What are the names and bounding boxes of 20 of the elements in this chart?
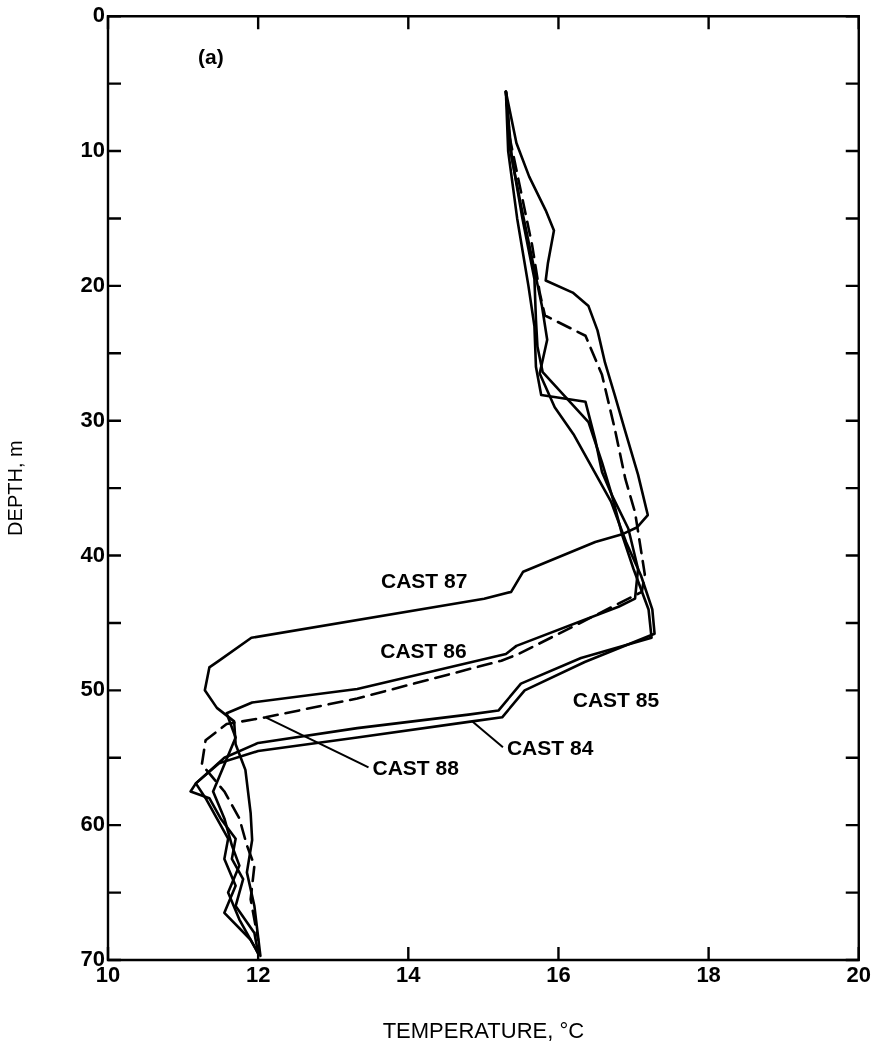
annotation: CAST 84 [506, 736, 594, 760]
y-tick-label: 40 [80, 541, 105, 567]
annotation: CAST 85 [572, 688, 660, 712]
x-tick-label: 16 [546, 962, 571, 988]
x-tick-label: 14 [396, 962, 422, 988]
annotation: CAST 88 [372, 756, 460, 780]
x-tick-label: 20 [846, 962, 872, 988]
x-tick-label: 18 [696, 962, 721, 988]
annotation: (a) [198, 45, 224, 68]
y-tick-label: 0 [92, 2, 105, 28]
y-tick-label: 50 [80, 676, 105, 702]
x-axis-title: TEMPERATURE, °C [382, 1017, 585, 1043]
y-tick-label: 10 [80, 137, 105, 163]
y-tick-label: 30 [80, 406, 105, 432]
y-tick-label: 20 [80, 271, 105, 297]
x-tick-label: 12 [245, 962, 271, 988]
y-tick-label: 60 [80, 811, 105, 837]
annotation: CAST 87 [380, 569, 468, 593]
y-axis-title: DEPTH, m [3, 440, 26, 536]
annotation: CAST 86 [380, 638, 467, 662]
